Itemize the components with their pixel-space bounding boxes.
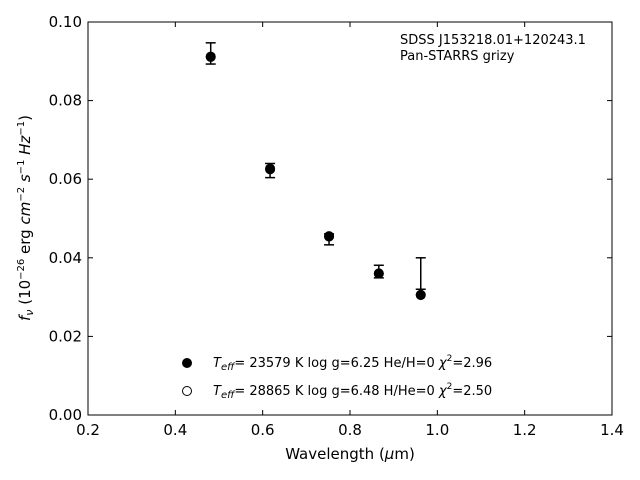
legend-entry-1: Teff= 23579 K log g=6.25 He/H=0 χ2=2.96 bbox=[213, 354, 492, 373]
x-tick-label: 1.0 bbox=[425, 421, 449, 439]
y-tick-label: 0.06 bbox=[49, 170, 82, 188]
model-point-filled bbox=[373, 268, 384, 279]
x-axis-label: Wavelength (μm) bbox=[285, 445, 415, 463]
x-tick-label: 0.2 bbox=[76, 421, 100, 439]
x-tick-label: 1.4 bbox=[600, 421, 624, 439]
x-tick-label: 1.2 bbox=[513, 421, 537, 439]
legend-marker-open bbox=[182, 386, 192, 396]
legend-marker-filled bbox=[182, 358, 192, 368]
annotation-line-1: SDSS J153218.01+120243.1 bbox=[400, 33, 586, 48]
x-tick-label: 0.6 bbox=[251, 421, 275, 439]
legend-entry-2: Teff= 28865 K log g=6.48 H/He=0 χ2=2.50 bbox=[213, 382, 492, 401]
y-tick-label: 0.08 bbox=[49, 92, 82, 110]
data-marks bbox=[205, 42, 426, 301]
model-point-filled bbox=[205, 51, 216, 62]
annotation-line-2: Pan-STARRS grizy bbox=[400, 49, 515, 64]
axis-ticks: 0.2 0.4 0.6 0.8 1.0 1.2 1.4 0.00 0.02 0.04 0.06 0.0… bbox=[49, 13, 624, 439]
model-point-filled bbox=[324, 231, 335, 242]
y-tick-label: 0.04 bbox=[49, 249, 82, 267]
model-point-filled bbox=[265, 164, 276, 175]
legend: Teff= 23579 K log g=6.25 He/H=0 χ2=2.96 … bbox=[182, 354, 492, 401]
model-point-filled bbox=[415, 290, 426, 301]
x-tick-label: 0.4 bbox=[163, 421, 187, 439]
y-axis-label: fν (10−26 erg cm−2 s−1 Hz−1) bbox=[16, 115, 36, 321]
y-tick-label: 0.00 bbox=[49, 406, 82, 424]
y-tick-label: 0.02 bbox=[49, 327, 82, 345]
y-tick-label: 0.10 bbox=[49, 13, 82, 31]
x-tick-label: 0.8 bbox=[338, 421, 362, 439]
